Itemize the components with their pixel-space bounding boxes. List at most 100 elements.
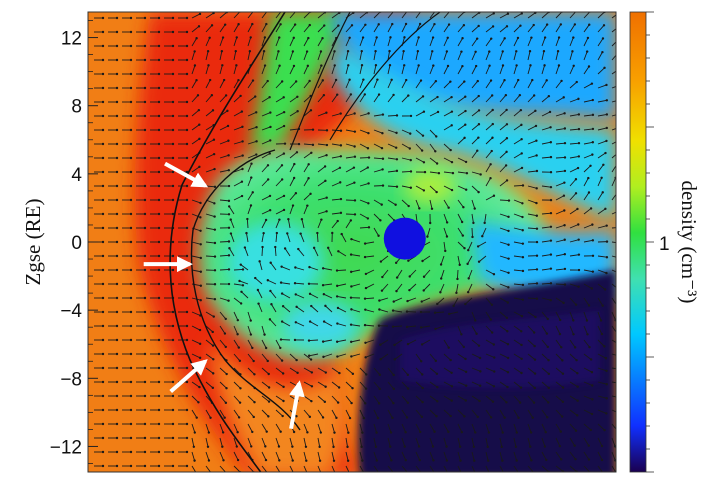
flow-vector-head	[490, 303, 494, 306]
flow-vector	[317, 112, 327, 117]
flow-vector	[303, 37, 309, 47]
flow-vector-head	[421, 259, 424, 263]
flow-vector-head	[600, 458, 604, 462]
flow-vector-head	[492, 194, 496, 197]
flow-vector	[527, 95, 535, 103]
flow-vector	[317, 12, 326, 19]
planet-marker	[383, 217, 426, 260]
flow-vector-head	[507, 229, 510, 233]
flow-vector	[281, 321, 291, 327]
flow-vector	[583, 311, 588, 321]
flow-vector-head	[489, 318, 493, 321]
flow-vector-head	[409, 170, 413, 173]
flow-vector-head	[263, 64, 267, 67]
flow-vector-head	[404, 22, 408, 26]
flow-vector-head	[492, 273, 496, 276]
flow-vector-head	[283, 142, 287, 145]
flow-vector	[317, 166, 326, 173]
flow-vector	[401, 423, 407, 433]
flow-vector-head	[252, 359, 255, 363]
flow-vector-head	[143, 254, 147, 258]
flow-vector-head	[101, 380, 105, 384]
flow-vector-head	[363, 255, 367, 259]
flow-vector-head	[337, 24, 340, 27]
flow-vector-head	[143, 422, 147, 426]
flow-vector-head	[157, 240, 161, 244]
flow-vector-head	[332, 445, 335, 449]
flow-vector-head	[377, 324, 381, 327]
flow-vector-head	[291, 459, 294, 462]
flow-vector	[191, 269, 201, 273]
flow-vector-head	[227, 169, 231, 172]
flow-vector-head	[531, 416, 534, 419]
flow-vector-head	[236, 318, 240, 322]
flow-vector-head	[213, 215, 216, 218]
flow-vector	[415, 65, 420, 75]
flow-vector-head	[558, 444, 562, 448]
flow-vector-head	[292, 430, 296, 434]
flow-vector-head	[501, 50, 504, 53]
flow-vector	[233, 168, 243, 173]
flow-vector	[499, 51, 504, 61]
flow-vector	[261, 325, 265, 335]
flow-vector	[219, 254, 230, 257]
flow-vector-head	[129, 226, 133, 230]
flow-vector	[359, 395, 366, 404]
flow-vector	[233, 95, 241, 103]
flow-vector-head	[295, 358, 298, 362]
flow-vector	[485, 137, 493, 145]
flow-vector-head	[308, 320, 312, 323]
flow-vector	[485, 423, 490, 433]
flow-vector-head	[251, 430, 254, 434]
flow-vector	[345, 143, 355, 147]
flow-vector	[611, 409, 616, 413]
flow-vector-head	[143, 408, 147, 412]
flow-vector	[499, 353, 509, 359]
flow-vector-head	[379, 343, 382, 346]
flow-vector	[611, 269, 616, 273]
flow-vector-head	[549, 299, 552, 302]
flow-vector	[583, 409, 593, 415]
flow-vector-head	[353, 145, 356, 148]
flow-vector	[583, 224, 593, 229]
flow-vector	[583, 114, 593, 117]
flow-vector-head	[185, 268, 189, 272]
flow-vector-head	[561, 359, 564, 362]
flow-vector-head	[507, 271, 510, 275]
flow-vector-head	[171, 366, 175, 370]
flow-vector	[387, 79, 393, 89]
flow-vector-head	[143, 394, 147, 398]
flow-vector-head	[115, 282, 119, 286]
flow-vector	[435, 325, 445, 330]
flow-vector	[303, 164, 310, 173]
flow-vector-head	[115, 450, 119, 454]
flow-vector	[457, 12, 465, 19]
flow-vector	[303, 95, 311, 103]
flow-vector	[465, 297, 473, 305]
flow-vector-head	[198, 356, 202, 360]
flow-vector-head	[450, 385, 454, 388]
flow-vector-head	[591, 239, 595, 242]
flow-vector	[541, 80, 548, 89]
flow-vector	[555, 339, 562, 348]
flow-vector	[440, 269, 445, 279]
flow-vector	[289, 437, 293, 447]
y-tick-label: 4	[71, 165, 82, 186]
flow-vector	[541, 268, 551, 271]
flow-vector-head	[590, 82, 594, 85]
flow-vector-head	[392, 373, 395, 377]
flow-vector-head	[115, 58, 119, 62]
flow-vector	[275, 195, 285, 201]
flow-vector	[555, 128, 565, 131]
flow-vector-head	[115, 226, 119, 230]
flow-vector	[513, 79, 519, 89]
flow-vector-head	[129, 142, 133, 146]
flow-vector	[597, 367, 607, 372]
flow-vector-head	[338, 166, 342, 169]
flow-vector-head	[600, 332, 604, 336]
flow-vector-head	[225, 372, 228, 376]
flow-vector-head	[405, 310, 409, 313]
flow-vector	[387, 185, 398, 188]
flow-vector-head	[279, 346, 282, 350]
flow-vector-head	[605, 99, 609, 102]
